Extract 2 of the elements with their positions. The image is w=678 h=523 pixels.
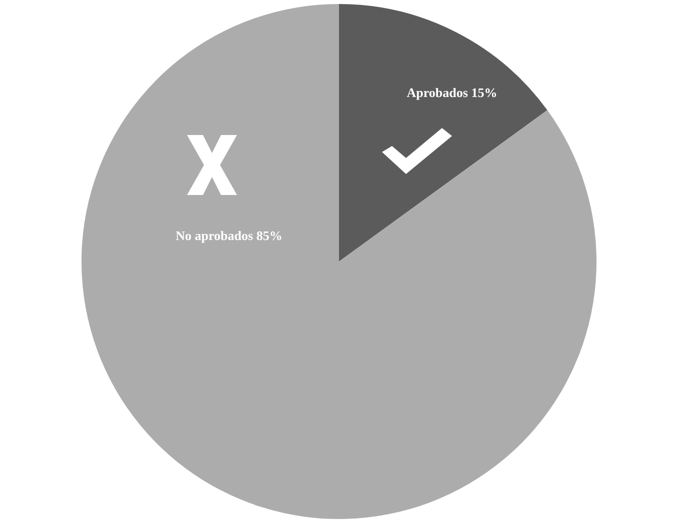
slice-label: Aprobados 15%	[406, 84, 498, 100]
slice-label: No aprobados 85%	[176, 228, 282, 243]
